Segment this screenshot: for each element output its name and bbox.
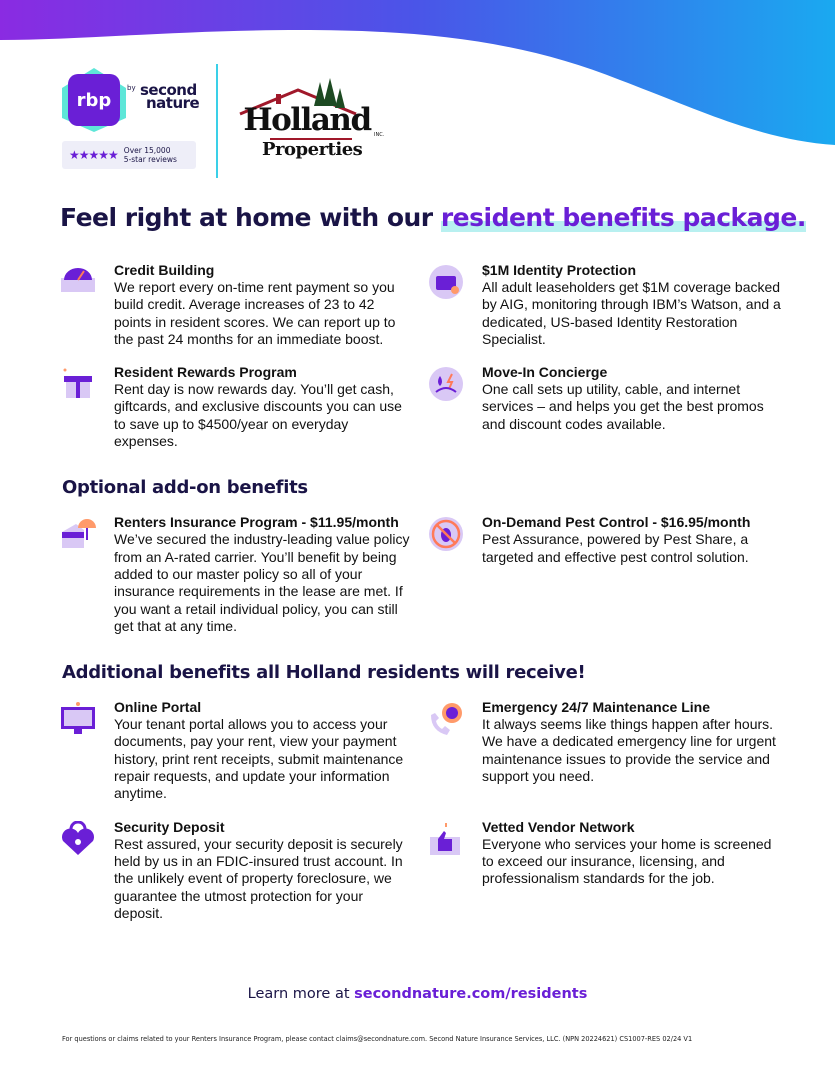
benefit-title: Renters Insurance Program - $11.95/month <box>114 514 399 531</box>
heart-lock-icon <box>62 820 94 855</box>
benefit-emergency-line: Emergency 24/7 Maintenance Line It always… <box>428 699 790 802</box>
core-benefits: Credit Building We report every on-time r… <box>60 262 790 450</box>
benefit-title: $1M Identity Protection <box>482 262 637 278</box>
footer-disclaimer: For questions or claims related to your … <box>62 1035 693 1043</box>
inc-mark: INC. <box>374 132 385 138</box>
benefit-desc: Pest Assurance, powered by Pest Share, a… <box>482 531 749 565</box>
additional-benefits: Online Portal Your tenant portal allows y… <box>60 699 790 922</box>
benefit-online-portal: Online Portal Your tenant portal allows y… <box>60 699 428 802</box>
holland-wordmark: Holland <box>243 102 372 138</box>
benefit-desc: We’ve secured the industry-leading value… <box>114 531 410 634</box>
benefit-title: Vetted Vendor Network <box>482 818 635 835</box>
benefit-title: Credit Building <box>114 262 215 278</box>
benefit-title: Emergency 24/7 Maintenance Line <box>482 699 710 716</box>
wordmark-line: nature <box>146 94 200 112</box>
benefit-resident-rewards: Resident Rewards Program Rent day is now … <box>60 364 428 450</box>
umbrella-house-icon <box>62 519 96 549</box>
rbp-by-text: by <box>127 84 136 92</box>
identity-card-icon <box>429 265 463 299</box>
no-bug-icon <box>429 517 463 552</box>
addon-renters-insurance: Renters Insurance Program - $11.95/month… <box>60 514 428 635</box>
benefit-identity-protection: $1M Identity Protection All adult leaseho… <box>428 262 790 348</box>
svg-text:rbp: rbp <box>77 90 112 111</box>
monitor-icon <box>61 702 95 735</box>
benefit-desc: Your tenant portal allows you to access … <box>114 716 404 802</box>
benefit-desc: Rest assured, your security deposit is s… <box>114 835 403 921</box>
logo-divider <box>216 64 218 178</box>
benefit-title: Move-In Concierge <box>482 364 608 381</box>
second-nature-wordmark: second nature <box>140 81 200 112</box>
optional-benefits: Renters Insurance Program - $11.95/month… <box>60 514 790 635</box>
holland-roof-trees-icon <box>239 78 357 140</box>
benefit-title: Resident Rewards Program <box>114 364 297 381</box>
header-wave <box>0 0 835 145</box>
utilities-icon <box>429 367 463 402</box>
learn-more-prefix: Learn more at <box>247 986 355 1002</box>
review-label: 5-star reviews <box>123 155 177 164</box>
benefit-title: Security Deposit <box>114 818 225 835</box>
review-count: Over 15,000 <box>123 146 171 155</box>
benefit-desc: All adult leaseholders get $1M coverage … <box>482 279 781 347</box>
benefit-desc: Rent day is now rewards day. You’ll get … <box>114 381 402 450</box>
phone-gear-icon <box>431 703 462 736</box>
five-stars-icon: ★★★★★ <box>69 148 119 162</box>
rbp-logo: rbp <box>62 68 126 132</box>
title-prefix: Feel right at home with our <box>60 203 441 232</box>
benefit-desc: It always seems like things happen after… <box>482 716 776 785</box>
reviews-badge: ★★★★★ Over 15,000 5-star reviews <box>62 141 196 169</box>
benefit-desc: We report every on-time rent payment so … <box>114 279 396 347</box>
benefit-desc: Everyone who services your home is scree… <box>482 835 772 887</box>
title-highlight: resident benefits package. <box>440 203 806 232</box>
benefit-title: On-Demand Pest Control - $16.95/month <box>482 514 751 531</box>
benefit-move-in-concierge: Move-In Concierge One call sets up utilit… <box>428 364 790 450</box>
main-content: Credit Building We report every on-time r… <box>60 262 790 922</box>
learn-more: Learn more at secondnature.com/residents <box>0 985 835 1003</box>
wordmark-line: second <box>140 81 197 99</box>
additional-section-title: Additional benefits all Holland resident… <box>62 662 586 684</box>
benefit-title: Online Portal <box>114 699 202 716</box>
page-title: Feel right at home with our resident ben… <box>60 202 806 234</box>
benefit-desc: One call sets up utility, cable, and int… <box>482 381 764 432</box>
gift-icon <box>63 368 92 399</box>
optional-section-title: Optional add-on benefits <box>62 477 308 499</box>
thumbs-up-icon <box>430 822 460 855</box>
benefit-credit-building: Credit Building We report every on-time r… <box>60 262 428 348</box>
benefit-vetted-vendors: Vetted Vendor Network Everyone who servic… <box>428 819 790 922</box>
properties-wordmark: Properties <box>262 139 363 160</box>
learn-more-link[interactable]: secondnature.com/residents <box>354 986 588 1002</box>
addon-pest-control: On-Demand Pest Control - $16.95/month Pes… <box>428 514 790 635</box>
benefit-security-deposit: Security Deposit Rest assured, your secur… <box>60 819 428 922</box>
credit-gauge-icon <box>61 268 95 292</box>
